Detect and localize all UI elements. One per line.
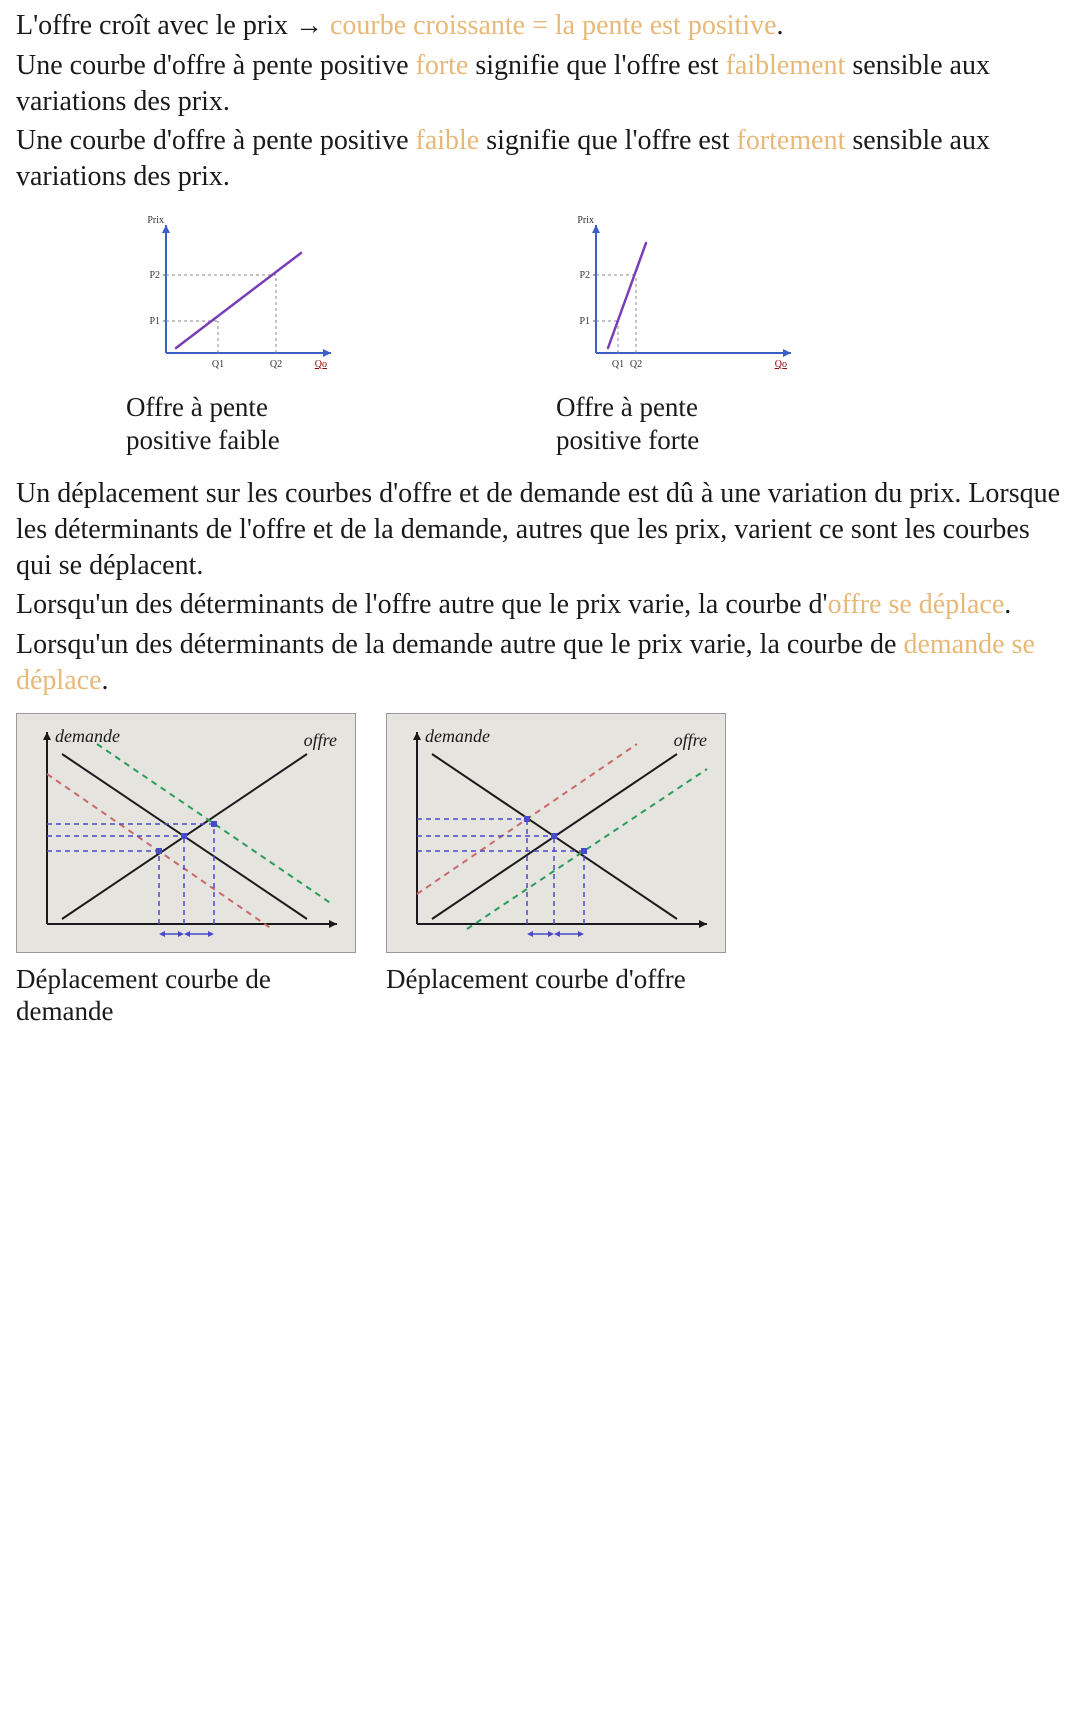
svg-text:demande: demande <box>425 726 490 746</box>
chart-weak-slope-block: Prix Qo P1 P2 Q1 Q2 Offre à pente positive fa… <box>126 213 346 456</box>
text: . <box>102 665 109 696</box>
paragraph-demand-displacement: Lorsqu'un des déterminants de la demande… <box>16 627 1064 699</box>
highlight-text: courbe croissante = la pente est positiv… <box>323 10 777 41</box>
sketch-supply-caption: Déplacement courbe d'offre <box>386 963 726 995</box>
caption-line: demande <box>16 996 113 1026</box>
caption-line: positive forte <box>556 425 699 455</box>
svg-text:P2: P2 <box>149 270 160 281</box>
svg-text:Qo: Qo <box>315 359 327 370</box>
svg-text:P2: P2 <box>579 270 590 281</box>
caption-line: positive faible <box>126 425 280 455</box>
highlight-text: faible <box>416 125 480 156</box>
chart-weak-slope-caption: Offre à pente positive faible <box>126 391 346 456</box>
svg-text:Prix: Prix <box>147 215 164 226</box>
text: L'offre croît avec le prix <box>16 10 295 41</box>
text: signifie que l'offre est <box>468 50 725 81</box>
text: signifie que l'offre est <box>479 125 736 156</box>
chart-weak-slope: Prix Qo P1 P2 Q1 Q2 <box>126 213 346 383</box>
highlight-text: forte <box>416 50 469 81</box>
chart-strong-slope: Prix Qo P1 P2 Q1 Q2 <box>556 213 806 383</box>
sketch-demand-block: demande offre Déplacement courbe de deman… <box>16 713 356 1028</box>
text: Une courbe d'offre à pente positive <box>16 125 416 156</box>
svg-text:Q2: Q2 <box>630 359 642 370</box>
text: . <box>777 10 784 41</box>
sketch-supply-block: demande offre Déplacement courbe d'offre <box>386 713 726 1028</box>
paragraph-displacement-intro: Un déplacement sur les courbes d'offre e… <box>16 476 1064 583</box>
text: . <box>1004 589 1011 620</box>
text: Lorsqu'un des déterminants de la demande… <box>16 629 903 660</box>
sketch-row: demande offre Déplacement courbe de deman… <box>16 713 1064 1028</box>
supply-charts-row: Prix Qo P1 P2 Q1 Q2 Offre à pente positive fa… <box>126 213 1064 456</box>
svg-text:offre: offre <box>674 730 707 750</box>
svg-text:demande: demande <box>55 726 120 746</box>
caption-line: Déplacement courbe d'offre <box>386 964 686 994</box>
svg-text:P1: P1 <box>149 316 160 327</box>
arrow-icon: → <box>295 10 323 41</box>
caption-line: Déplacement courbe de <box>16 964 271 994</box>
sketch-demand-caption: Déplacement courbe de demande <box>16 963 356 1028</box>
chart-strong-slope-block: Prix Qo P1 P2 Q1 Q2 Offre à pente positive fo… <box>556 213 806 456</box>
svg-text:Prix: Prix <box>577 215 594 226</box>
paragraph-supply-growth: L'offre croît avec le prix → courbe croi… <box>16 8 1064 44</box>
caption-line: Offre à pente <box>126 392 268 422</box>
highlight-text: faiblement <box>726 50 846 81</box>
text: Une courbe d'offre à pente positive <box>16 50 416 81</box>
text: Lorsqu'un des déterminants de l'offre au… <box>16 589 828 620</box>
svg-text:Q1: Q1 <box>212 359 224 370</box>
highlight-text: fortement <box>737 125 846 156</box>
svg-text:offre: offre <box>304 730 337 750</box>
paragraph-weak-slope: Une courbe d'offre à pente positive faib… <box>16 123 1064 195</box>
sketch-supply-shift: demande offre <box>386 713 726 953</box>
svg-text:P1: P1 <box>579 316 590 327</box>
caption-line: Offre à pente <box>556 392 698 422</box>
sketch-demand-shift: demande offre <box>16 713 356 953</box>
paragraph-strong-slope: Une courbe d'offre à pente positive fort… <box>16 48 1064 120</box>
svg-text:Qo: Qo <box>775 359 787 370</box>
highlight-text: offre se déplace <box>828 589 1005 620</box>
svg-text:Q2: Q2 <box>270 359 282 370</box>
svg-text:Q1: Q1 <box>612 359 624 370</box>
paragraph-supply-displacement: Lorsqu'un des déterminants de l'offre au… <box>16 587 1064 623</box>
chart-strong-slope-caption: Offre à pente positive forte <box>556 391 806 456</box>
